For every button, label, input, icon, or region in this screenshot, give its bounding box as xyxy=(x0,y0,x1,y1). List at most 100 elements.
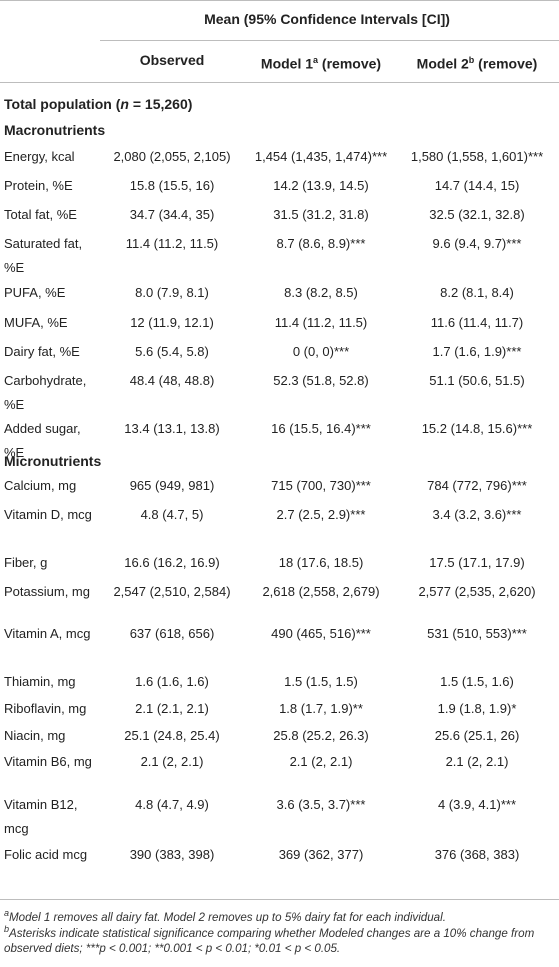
cell-observed: 34.7 (34.4, 35) xyxy=(129,207,215,222)
cell-model1: 715 (700, 730)*** xyxy=(271,478,371,493)
row-label: Added sugar, %E xyxy=(4,421,81,460)
footnote-a: aModel 1 removes all dairy fat. Model 2 … xyxy=(4,906,556,925)
cell-model2: 8.2 (8.1, 8.4) xyxy=(440,285,514,300)
cell-model1: 1,454 (1,435, 1,474)*** xyxy=(254,149,388,164)
col-model2-prefix: Model 2 xyxy=(416,55,469,72)
row-label: Energy, kcal xyxy=(4,149,75,164)
population-n: n xyxy=(120,96,129,112)
cell-model2: 51.1 (50.6, 51.5) xyxy=(429,373,525,388)
cell-model1: 2,618 (2,558, 2,679) xyxy=(262,584,380,599)
cell-model1: 8.7 (8.6, 8.9)*** xyxy=(276,236,366,251)
group-rule xyxy=(100,40,559,41)
cell-model1: 31.5 (31.2, 31.8) xyxy=(273,207,369,222)
cell-observed: 965 (949, 981) xyxy=(129,478,215,493)
cell-model2: 32.5 (32.1, 32.8) xyxy=(429,207,525,222)
cell-model1: 3.6 (3.5, 3.7)*** xyxy=(276,797,366,812)
row-label: PUFA, %E xyxy=(4,285,66,300)
cell-model2: 1,580 (1,558, 1,601)*** xyxy=(410,149,544,164)
section-micronutrients: Micronutrients xyxy=(4,453,102,469)
cell-model1: 2.1 (2, 2.1) xyxy=(289,754,353,769)
cell-model2: 1.9 (1.8, 1.9)* xyxy=(437,701,517,716)
col-observed: Observed xyxy=(139,52,205,68)
cell-model2: 784 (772, 796)*** xyxy=(427,478,527,493)
footnote-b: bAsterisks indicate statistical signific… xyxy=(4,922,556,956)
cell-observed: 8.0 (7.9, 8.1) xyxy=(135,285,209,300)
population-label: Total population (n = 15,260) xyxy=(4,94,192,114)
row-label: Total fat, %E xyxy=(4,207,77,222)
row-label: Riboflavin, mg xyxy=(4,701,87,716)
cell-model1: 25.8 (25.2, 26.3) xyxy=(273,728,369,743)
footnote-a-text: Model 1 removes all dairy fat. Model 2 r… xyxy=(9,910,446,924)
cell-model1: 2.7 (2.5, 2.9)*** xyxy=(276,507,366,522)
cell-observed: 2.1 (2, 2.1) xyxy=(140,754,204,769)
cell-model1: 1.5 (1.5, 1.5) xyxy=(284,674,358,689)
row-label: Folic acid mcg xyxy=(4,847,88,862)
cell-model1: 490 (465, 516)*** xyxy=(271,626,371,641)
group-title: Mean (95% Confidence Intervals [CI]) xyxy=(204,11,450,27)
header-rule xyxy=(0,82,559,83)
cell-observed: 12 (11.9, 12.1) xyxy=(130,315,214,330)
row-label: Vitamin D, mcg xyxy=(4,507,92,522)
cell-model2: 376 (368, 383) xyxy=(434,847,520,862)
cell-model2: 17.5 (17.1, 17.9) xyxy=(429,555,525,570)
footnote-b-mark: b xyxy=(4,924,10,934)
row-label: Vitamin A, mcg xyxy=(4,626,91,641)
cell-model1: 1.8 (1.7, 1.9)** xyxy=(279,701,363,716)
population-suffix: = 15,260) xyxy=(128,96,193,112)
footnote-b-text: Asterisks indicate statistical significa… xyxy=(4,926,535,955)
row-label: Fiber, g xyxy=(4,555,48,570)
cell-observed: 5.6 (5.4, 5.8) xyxy=(135,344,209,359)
cell-observed: 390 (383, 398) xyxy=(129,847,215,862)
cell-observed: 11.4 (11.2, 11.5) xyxy=(125,236,219,251)
col-model1-suffix: (remove) xyxy=(318,55,382,72)
col-model1-prefix: Model 1 xyxy=(260,55,314,72)
cell-model2: 3.4 (3.2, 3.6)*** xyxy=(432,507,522,522)
col-model1: Model 1a (remove) xyxy=(245,52,397,72)
cell-model1: 0 (0, 0)*** xyxy=(292,344,350,359)
row-label: Calcium, mg xyxy=(4,478,77,493)
row-label: Dairy fat, %E xyxy=(4,344,80,359)
cell-model1: 8.3 (8.2, 8.5) xyxy=(284,285,358,300)
cell-model2: 11.6 (11.4, 11.7) xyxy=(430,315,524,330)
row-label: Protein, %E xyxy=(4,178,73,193)
cell-observed: 1.6 (1.6, 1.6) xyxy=(135,674,209,689)
cell-observed: 4.8 (4.7, 5) xyxy=(140,507,204,522)
cell-observed: 25.1 (24.8, 25.4) xyxy=(124,728,220,743)
row-label: Saturated fat, %E xyxy=(4,236,83,275)
cell-observed: 637 (618, 656) xyxy=(129,626,215,641)
row-label: Niacin, mg xyxy=(4,728,66,743)
cell-observed: 4.8 (4.7, 4.9) xyxy=(135,797,209,812)
population-prefix: Total population ( xyxy=(4,96,121,112)
col-model2-suffix: (remove) xyxy=(474,55,538,72)
cell-model1: 16 (15.5, 16.4)*** xyxy=(271,421,371,436)
cell-model1: 18 (17.6, 18.5) xyxy=(278,555,364,570)
col-model1-sup: a xyxy=(313,55,319,65)
cell-model2: 2,577 (2,535, 2,620) xyxy=(418,584,536,599)
cell-model2: 15.2 (14.8, 15.6)*** xyxy=(421,421,533,436)
row-label: Thiamin, mg xyxy=(4,674,76,689)
cell-model2: 531 (510, 553)*** xyxy=(427,626,527,641)
row-label: Potassium, mg xyxy=(4,584,90,599)
cell-model2: 2.1 (2, 2.1) xyxy=(445,754,509,769)
row-label: MUFA, %E xyxy=(4,315,68,330)
cell-observed: 16.6 (16.2, 16.9) xyxy=(124,555,220,570)
cell-observed: 2,080 (2,055, 2,105) xyxy=(113,149,231,164)
col-model2: Model 2b (remove) xyxy=(396,52,558,72)
cell-model2: 4 (3.9, 4.1)*** xyxy=(437,797,517,812)
row-label: Carbohydrate, %E xyxy=(4,373,87,412)
cell-model2: 9.6 (9.4, 9.7)*** xyxy=(432,236,522,251)
section-macronutrients: Macronutrients xyxy=(4,122,106,138)
bottom-rule xyxy=(0,899,559,900)
cell-model2: 25.6 (25.1, 26) xyxy=(434,728,520,743)
cell-model1: 11.4 (11.2, 11.5) xyxy=(274,315,368,330)
cell-observed: 2,547 (2,510, 2,584) xyxy=(113,584,231,599)
col-model2-sup: b xyxy=(468,55,475,65)
cell-model2: 14.7 (14.4, 15) xyxy=(434,178,520,193)
row-label: Vitamin B12, mcg xyxy=(4,797,78,836)
footnote-a-mark: a xyxy=(4,908,10,918)
cell-observed: 2.1 (2.1, 2.1) xyxy=(135,701,209,716)
row-label: Vitamin B6, mg xyxy=(4,754,92,769)
cell-model1: 369 (362, 377) xyxy=(278,847,364,862)
cell-observed: 15.8 (15.5, 16) xyxy=(129,178,215,193)
cell-observed: 13.4 (13.1, 13.8) xyxy=(124,421,220,436)
